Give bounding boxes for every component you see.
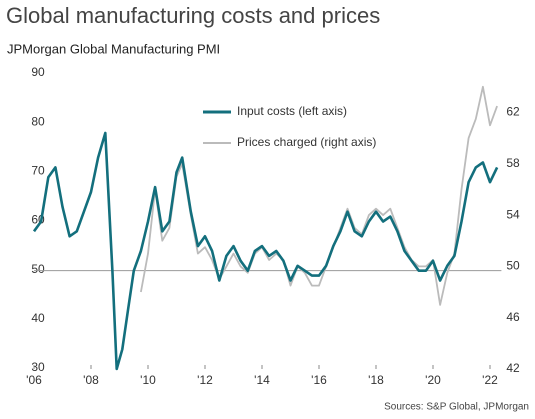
- legend-label: Prices charged (right axis): [237, 135, 376, 149]
- legend-label: Input costs (left axis): [237, 104, 347, 118]
- y-tick-label: 50: [31, 262, 45, 276]
- x-tick-label: '12: [197, 373, 213, 387]
- series-line: [140, 85, 498, 306]
- y2-tick-label: 62: [506, 105, 520, 119]
- chart-subtitle: JPMorgan Global Manufacturing PMI: [7, 41, 220, 56]
- y2-tick-label: 42: [506, 361, 520, 375]
- y2-tick-label: 50: [506, 259, 520, 273]
- x-tick-label: '18: [368, 373, 384, 387]
- y-tick-label: 30: [31, 360, 45, 374]
- y-tick-label: 70: [31, 164, 45, 178]
- source: Sources: S&P Global, JPMorgan: [384, 402, 529, 413]
- x-tick-label: '08: [83, 373, 99, 387]
- x-tick-label: '22: [482, 373, 498, 387]
- x-tick-label: '20: [425, 373, 441, 387]
- x-tick-label: '16: [311, 373, 327, 387]
- y-tick-label: 80: [31, 114, 45, 128]
- y2-tick-label: 54: [506, 207, 520, 221]
- series-line: [32, 131, 499, 371]
- x-tick-label: '06: [26, 373, 42, 387]
- y2-tick-label: 58: [506, 156, 520, 170]
- y-tick-label: 40: [31, 311, 45, 325]
- x-tick-label: '14: [254, 373, 270, 387]
- chart-title: Global manufacturing costs and prices: [6, 3, 380, 28]
- y-tick-label: 90: [31, 65, 45, 79]
- x-tick-label: '10: [140, 373, 156, 387]
- y2-tick-label: 46: [506, 310, 520, 324]
